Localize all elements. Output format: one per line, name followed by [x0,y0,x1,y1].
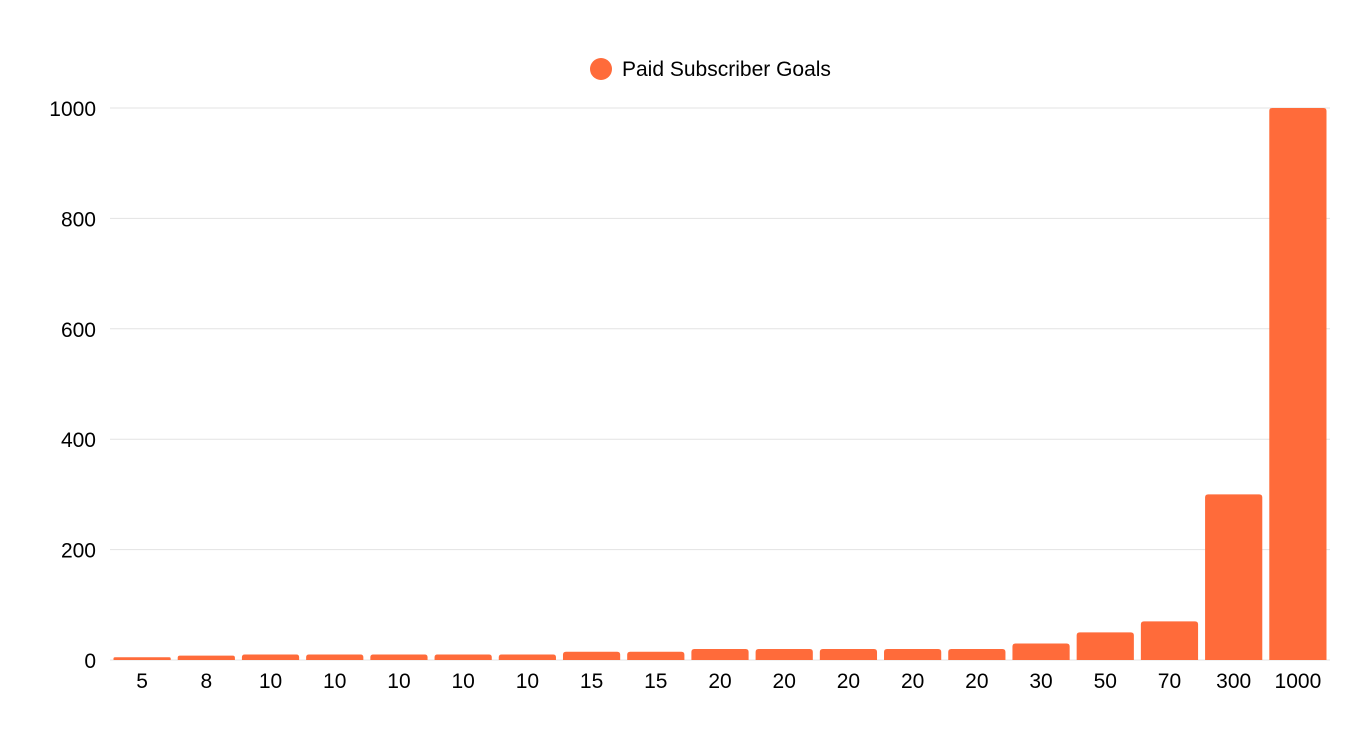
x-tick-label: 70 [1158,670,1181,693]
bar [755,648,813,660]
bar [370,654,428,660]
bar [306,654,364,660]
x-tick-label: 10 [451,670,474,693]
x-tick-label: 10 [323,670,346,693]
bar [498,654,556,660]
bar [819,648,878,660]
bar [177,655,235,660]
bar [691,648,749,660]
x-tick-label: 8 [200,670,212,693]
x-tick-label: 1000 [1275,670,1322,693]
y-axis: 0 200 400 600 800 1000 [49,98,96,673]
y-tick-label: 0 [84,650,96,673]
bar [113,657,171,660]
x-tick-label: 300 [1216,670,1251,693]
y-tick-label: 600 [61,319,96,342]
y-tick-label: 200 [61,540,96,563]
legend-label: Paid Subscriber Goals [622,58,831,81]
bar [1012,643,1070,660]
x-tick-label: 10 [387,670,410,693]
bar [1076,632,1134,660]
x-tick-label: 15 [580,670,603,693]
bar [434,654,492,660]
bar [562,651,621,660]
bar [627,651,685,660]
x-tick-label: 15 [644,670,667,693]
x-tick-label: 20 [708,670,731,693]
bar [884,648,942,660]
y-tick-label: 1000 [49,98,96,121]
x-tick-label: 30 [1029,670,1052,693]
x-axis: 5 8 10 10 10 10 10 15 15 20 20 20 20 20 30 50 70 300 1000 [136,670,1321,693]
y-tick-label: 400 [61,429,96,452]
x-tick-label: 20 [901,670,924,693]
legend-swatch [590,58,612,80]
bar [241,654,300,660]
x-tick-label: 50 [1094,670,1117,693]
y-tick-label: 800 [61,208,96,231]
x-tick-label: 5 [136,670,148,693]
bar [1205,494,1263,660]
bar [1140,621,1199,660]
x-tick-label: 10 [259,670,282,693]
x-tick-label: 10 [516,670,539,693]
bar [1269,108,1327,660]
gridlines [110,107,1330,661]
x-tick-label: 20 [965,670,988,693]
x-tick-label: 20 [773,670,796,693]
bars [113,108,1327,660]
bar [948,648,1006,660]
legend: Paid Subscriber Goals [590,58,831,81]
x-tick-label: 20 [837,670,860,693]
